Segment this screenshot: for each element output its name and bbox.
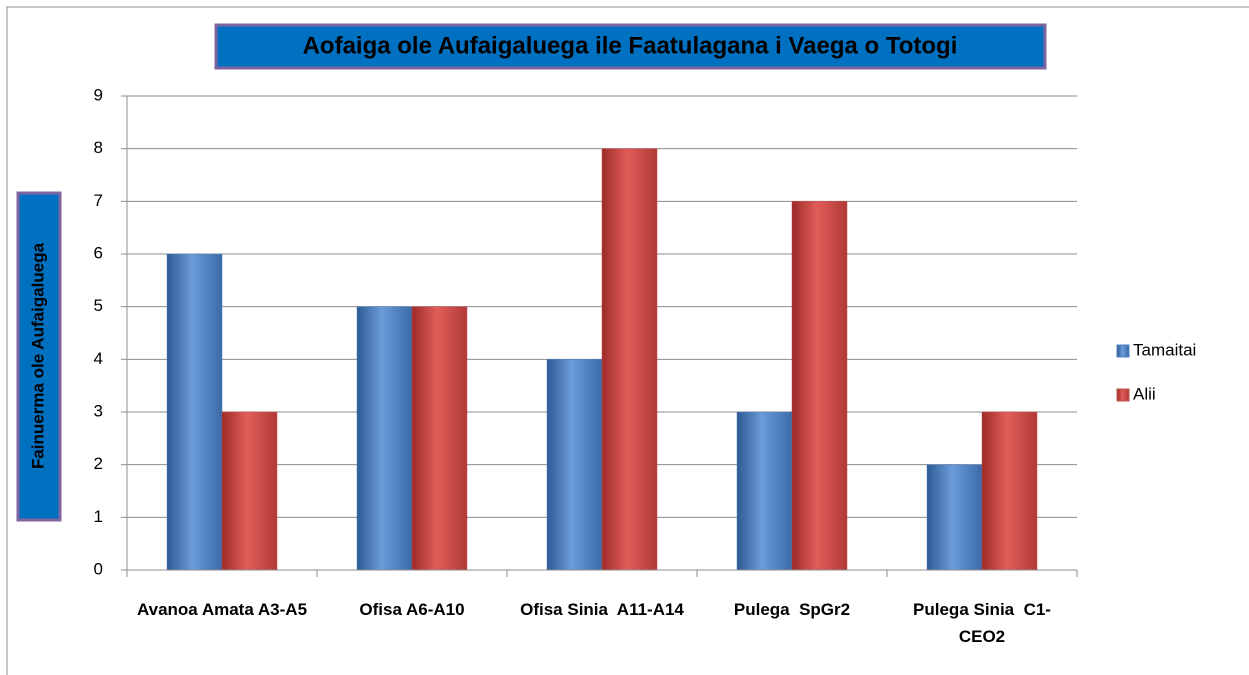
bar bbox=[736, 411, 793, 571]
bar bbox=[221, 411, 278, 571]
x-tick-label: Ofisa Sinia A11-A14 bbox=[520, 600, 684, 619]
chart-border bbox=[6, 6, 1249, 675]
y-tick-label: 8 bbox=[94, 138, 103, 157]
bar bbox=[791, 201, 848, 571]
bar bbox=[981, 411, 1038, 571]
y-tick-label: 0 bbox=[94, 559, 103, 578]
bar bbox=[411, 306, 468, 571]
x-tick-label: Pulega SpGr2 bbox=[733, 600, 851, 619]
title-box bbox=[214, 23, 1047, 70]
legend-label: Tamaitai bbox=[1133, 340, 1196, 359]
bar bbox=[601, 148, 658, 571]
y-tick-label: 6 bbox=[94, 243, 103, 262]
legend-swatch bbox=[1116, 388, 1130, 402]
x-tick-label: Avanoa Amata A3-A5 bbox=[136, 600, 308, 619]
y-tick-label: 9 bbox=[94, 85, 103, 104]
y-tick-label: 7 bbox=[94, 191, 103, 210]
chart-title: Aofaiga ole Aufaigaluega ile Faatulagana… bbox=[303, 32, 958, 59]
x-tick-label: Pulega Sinia C1-CEO2 bbox=[913, 600, 1051, 646]
y-tick-label: 4 bbox=[94, 349, 103, 368]
bar bbox=[546, 359, 603, 571]
y-tick-label: 3 bbox=[94, 401, 103, 420]
y-tick-label: 2 bbox=[94, 454, 103, 473]
x-tick-label: Ofisa A6-A10 bbox=[359, 600, 465, 619]
bar bbox=[356, 306, 413, 571]
y-label-box bbox=[16, 191, 62, 522]
y-tick-label: 1 bbox=[94, 507, 103, 526]
legend-label: Alii bbox=[1133, 384, 1156, 403]
bar bbox=[926, 464, 983, 571]
bar bbox=[166, 253, 223, 571]
y-axis-label: Fainuerma ole Aufaigaluega bbox=[28, 242, 47, 469]
legend-swatch bbox=[1116, 344, 1130, 358]
y-tick-label: 5 bbox=[94, 296, 103, 315]
